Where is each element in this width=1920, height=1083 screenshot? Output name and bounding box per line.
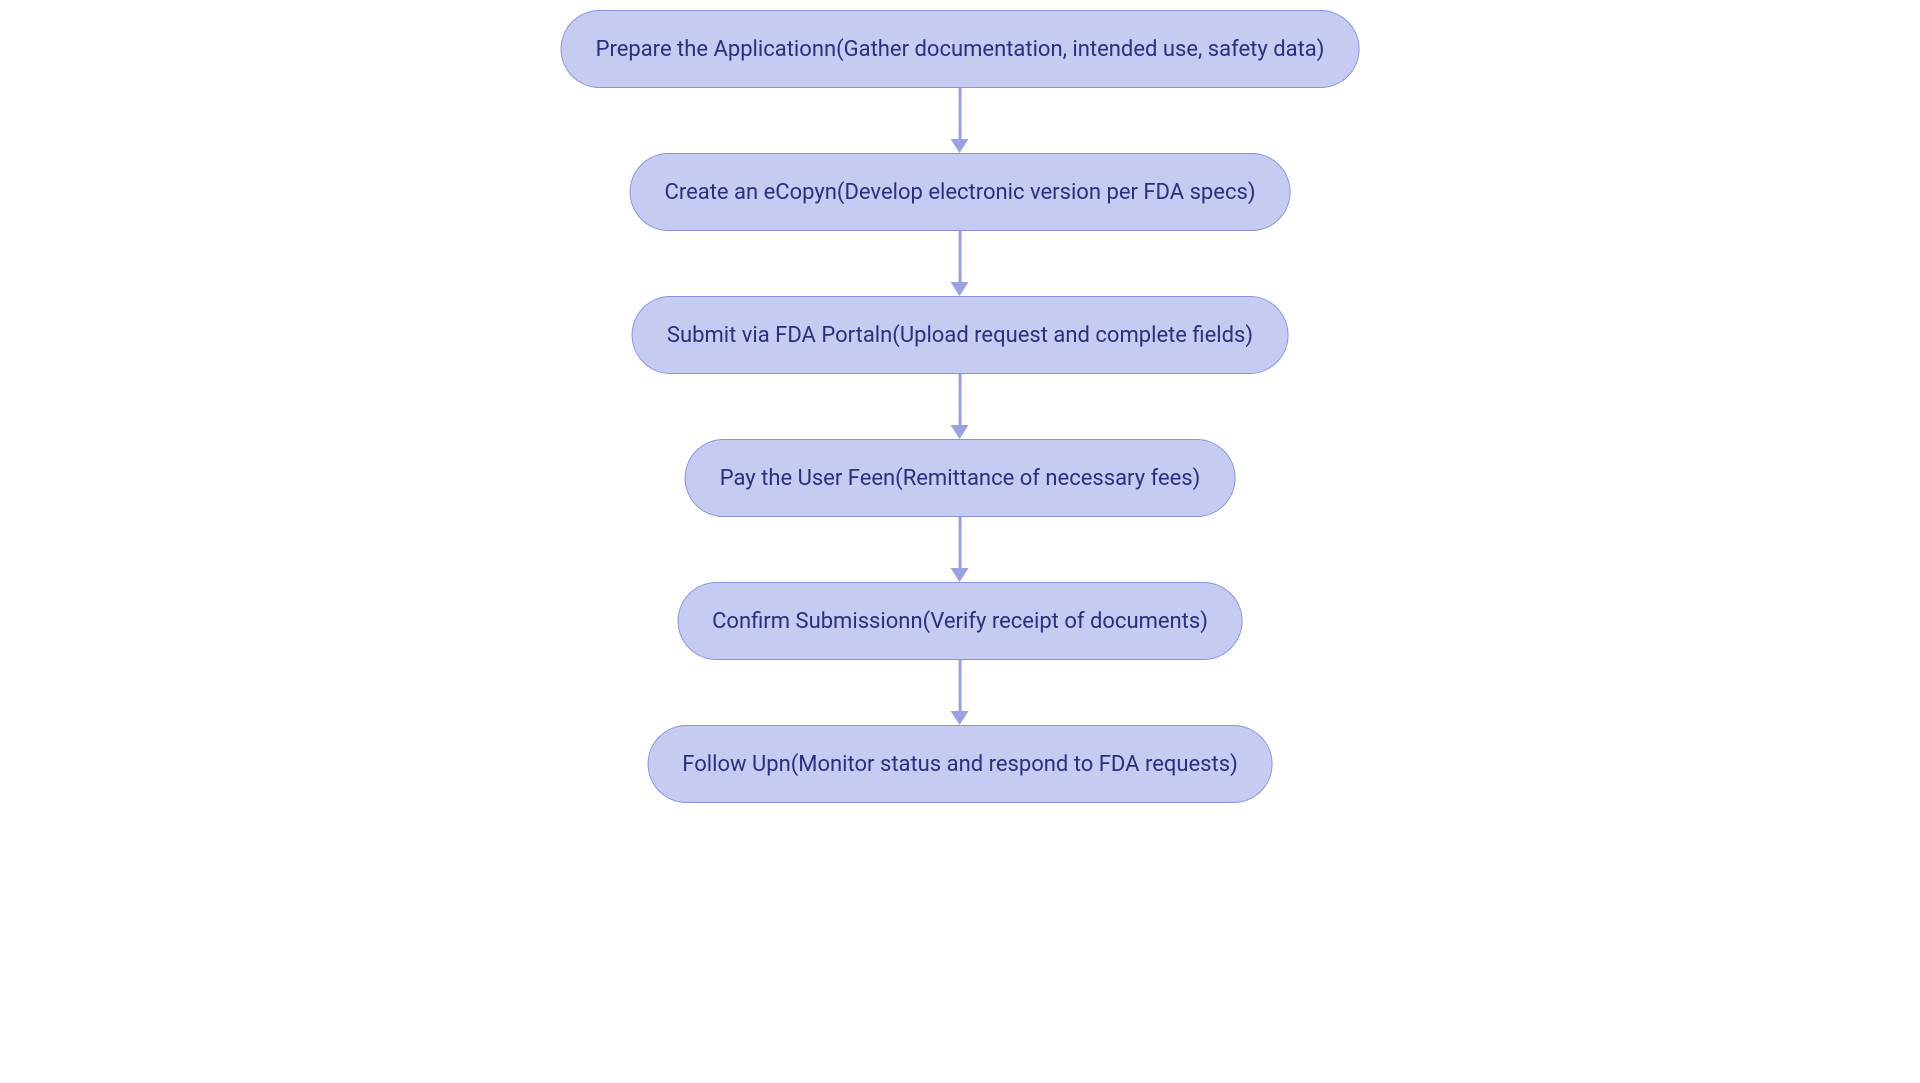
flowchart-node-n1: Prepare the Applicationn(Gather document… (561, 10, 1360, 88)
flowchart-node-n4: Pay the User Feen(Remittance of necessar… (685, 439, 1236, 517)
flowchart-node-label: Pay the User Feen(Remittance of necessar… (720, 466, 1201, 491)
arrow-line (958, 660, 961, 711)
flowchart-node-n6: Follow Upn(Monitor status and respond to… (647, 725, 1272, 803)
flowchart-node-n5: Confirm Submissionn(Verify receipt of do… (677, 582, 1243, 660)
flowchart-node-label: Prepare the Applicationn(Gather document… (596, 37, 1325, 62)
arrow-head-icon (951, 139, 969, 153)
arrow-head-icon (951, 568, 969, 582)
flowchart-node-label: Follow Upn(Monitor status and respond to… (682, 752, 1237, 777)
flowchart-arrow (951, 231, 969, 296)
arrow-line (958, 374, 961, 425)
flowchart-node-label: Create an eCopyn(Develop electronic vers… (665, 180, 1256, 205)
flowchart-container: Prepare the Applicationn(Gather document… (561, 10, 1360, 803)
flowchart-node-label: Submit via FDA Portaln(Upload request an… (667, 323, 1253, 348)
arrow-head-icon (951, 425, 969, 439)
flowchart-node-n2: Create an eCopyn(Develop electronic vers… (630, 153, 1291, 231)
flowchart-arrow (951, 517, 969, 582)
arrow-head-icon (951, 282, 969, 296)
arrow-line (958, 231, 961, 282)
arrow-head-icon (951, 711, 969, 725)
arrow-line (958, 517, 961, 568)
flowchart-arrow (951, 660, 969, 725)
flowchart-node-n3: Submit via FDA Portaln(Upload request an… (632, 296, 1288, 374)
flowchart-arrow (951, 88, 969, 153)
flowchart-arrow (951, 374, 969, 439)
flowchart-node-label: Confirm Submissionn(Verify receipt of do… (712, 609, 1208, 634)
arrow-line (958, 88, 961, 139)
